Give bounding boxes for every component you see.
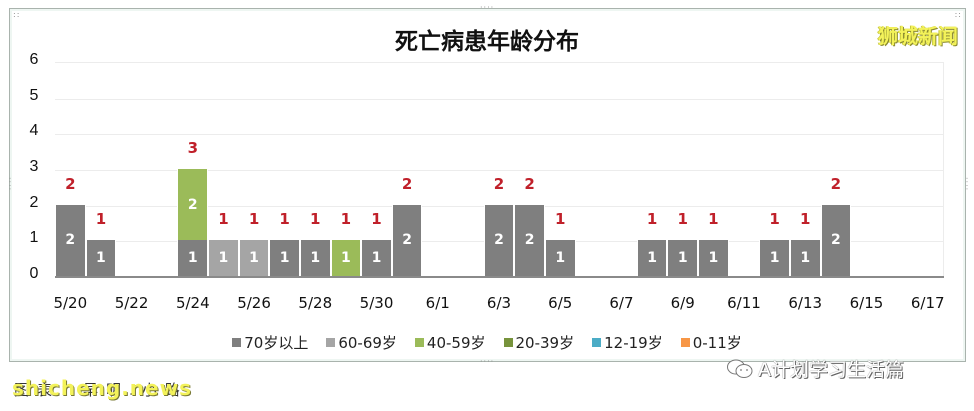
x-tick-label: 6/1 bbox=[425, 294, 450, 312]
bar-total-label: 1 bbox=[555, 210, 566, 229]
bar-segment: 2 bbox=[391, 204, 423, 276]
legend-swatch bbox=[232, 338, 242, 347]
bar-segment: 1 bbox=[85, 240, 117, 276]
resize-handle-left[interactable]: ···· bbox=[5, 177, 14, 192]
x-tick-label: 6/5 bbox=[548, 294, 573, 312]
bar-segment: 1 bbox=[698, 240, 729, 276]
x-axis-line bbox=[55, 276, 944, 278]
x-tick-label: 6/15 bbox=[849, 294, 884, 312]
bar-total-label: 1 bbox=[95, 210, 107, 229]
bar-total-label: 1 bbox=[799, 210, 811, 229]
y-tick-label: 3 bbox=[29, 158, 39, 175]
legend-item: 20-39岁 bbox=[503, 332, 575, 353]
legend-swatch bbox=[680, 338, 690, 347]
bar-total-label: 1 bbox=[279, 210, 290, 229]
legend-item: 70岁以上 bbox=[232, 332, 308, 353]
legend: 70岁以上 60-69岁 40-59岁 20-39岁 12-19岁 0-11岁 bbox=[0, 332, 974, 353]
chart-frame: :: ···· :: ···· ···· ···· bbox=[5, 3, 971, 366]
legend-swatch bbox=[503, 338, 513, 347]
x-tick-label: 6/9 bbox=[670, 294, 695, 312]
bar-total-label: 1 bbox=[769, 210, 780, 229]
bar-total-label: 1 bbox=[218, 210, 229, 229]
bar-segment: 1 bbox=[208, 240, 239, 276]
x-tick-label: 6/13 bbox=[788, 294, 823, 312]
legend-swatch bbox=[326, 338, 336, 347]
legend-item: 40-59岁 bbox=[414, 332, 486, 353]
bar-total-label: 2 bbox=[401, 174, 413, 193]
watermark-bottom-right: A计划学习生活篇 bbox=[726, 355, 904, 382]
watermark-account-name: A计划学习生活篇 bbox=[758, 359, 904, 381]
y-tick-label: 2 bbox=[29, 193, 39, 211]
bar-segment: 2 bbox=[483, 204, 515, 276]
x-tick-label: 6/7 bbox=[609, 294, 634, 312]
y-tick-label: 1 bbox=[29, 229, 39, 247]
bar-total-label: 1 bbox=[646, 210, 658, 229]
bar-total-label: 1 bbox=[340, 210, 352, 229]
gridline bbox=[55, 134, 943, 136]
legend-label: 60-69岁 bbox=[338, 334, 397, 352]
x-tick-label: 6/11 bbox=[727, 294, 761, 312]
bar-total-label: 1 bbox=[677, 210, 688, 229]
x-tick-label: 5/28 bbox=[298, 294, 333, 312]
watermark-top-right: 狮城新闻 bbox=[878, 24, 958, 48]
bar-segment: 1 bbox=[238, 240, 270, 276]
bar-segment: 1 bbox=[544, 240, 576, 276]
bar-total-label: 1 bbox=[708, 210, 719, 229]
bar-segment: 2 bbox=[820, 204, 852, 276]
bar-segment: 1 bbox=[269, 240, 300, 276]
legend-label: 20-39岁 bbox=[515, 334, 575, 352]
y-tick-label: 0 bbox=[29, 265, 39, 282]
bar-total-label: 3 bbox=[187, 139, 198, 157]
bar-total-label: 2 bbox=[524, 174, 535, 193]
chart-credit: 图表：早明.小路 bbox=[14, 381, 188, 399]
bar-segment: 1 bbox=[330, 240, 362, 276]
y-tick-label: 4 bbox=[29, 122, 39, 140]
bar-segment: 1 bbox=[789, 240, 821, 276]
bar-total-label: 1 bbox=[310, 210, 321, 229]
bar-total-label: 2 bbox=[65, 174, 76, 193]
legend-swatch bbox=[414, 338, 424, 347]
watermark-site: shicheng.news bbox=[12, 376, 192, 400]
bar-total-label: 1 bbox=[248, 210, 260, 229]
bar-segment: 1 bbox=[361, 240, 392, 276]
bar-total-label: 2 bbox=[493, 174, 505, 193]
gridline bbox=[55, 98, 943, 100]
chart-title: 死亡病患年龄分布 bbox=[395, 29, 579, 55]
bar-segment: 1 bbox=[299, 240, 331, 276]
resize-handle-right[interactable]: ···· bbox=[962, 177, 971, 192]
bar-segment: 1 bbox=[177, 240, 209, 276]
legend-item: 12-19岁 bbox=[592, 332, 663, 353]
legend-swatch bbox=[592, 338, 602, 347]
bar-total-label: 1 bbox=[371, 210, 382, 229]
x-tick-label: 5/26 bbox=[237, 294, 271, 312]
legend-label: 40-59岁 bbox=[426, 334, 486, 352]
x-tick-label: 5/22 bbox=[114, 294, 149, 312]
x-tick-label: 5/24 bbox=[175, 294, 210, 312]
resize-handle-bottom[interactable]: ···· bbox=[480, 357, 495, 366]
legend-item: 0-11岁 bbox=[680, 332, 742, 353]
x-tick-label: 6/17 bbox=[910, 294, 945, 312]
wechat-icon bbox=[727, 359, 753, 378]
bar-segment: 2 bbox=[514, 204, 545, 276]
bar-segment: 2 bbox=[177, 169, 209, 241]
resize-handle-top[interactable]: ···· bbox=[480, 3, 495, 12]
watermark-bottom-left: 图表：早明.小路 shicheng.news bbox=[12, 376, 192, 400]
bar-segment: 2 bbox=[55, 204, 86, 276]
y-tick-label: 6 bbox=[29, 51, 39, 68]
y-tick-label: 5 bbox=[29, 86, 39, 104]
gridline bbox=[55, 170, 943, 171]
bar-segment: 1 bbox=[759, 240, 790, 276]
x-tick-label: 5/30 bbox=[359, 294, 394, 312]
bar-total-label: 2 bbox=[830, 174, 842, 193]
resize-handle-top-right[interactable]: :: bbox=[954, 10, 962, 19]
bar-segment: 1 bbox=[636, 240, 668, 276]
legend-label: 0-11岁 bbox=[692, 334, 742, 352]
x-tick-label: 5/20 bbox=[53, 294, 88, 312]
bar-segment: 1 bbox=[667, 240, 699, 276]
legend-label: 12-19岁 bbox=[604, 334, 663, 352]
legend-label: 70岁以上 bbox=[244, 334, 309, 352]
resize-handle-top-left[interactable]: :: bbox=[13, 10, 21, 19]
x-tick-label: 6/3 bbox=[486, 294, 512, 312]
legend-item: 60-69岁 bbox=[326, 332, 397, 353]
